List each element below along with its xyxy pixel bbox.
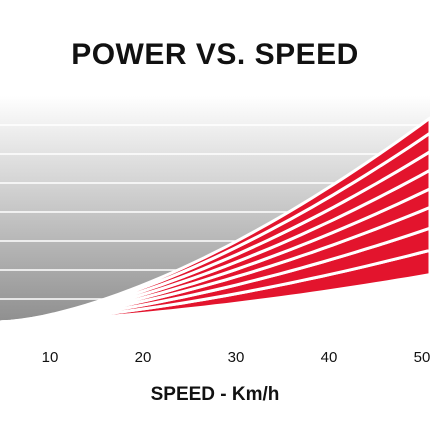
x-tick-label: 20	[135, 349, 152, 366]
power-bands	[0, 116, 430, 328]
x-axis-label: SPEED - Km/h	[150, 384, 280, 405]
x-tick-label: 10	[42, 349, 59, 366]
power-band	[0, 116, 430, 324]
x-tick-label: 50	[414, 349, 430, 366]
x-axis-ticks: 10 20 30 40 50	[42, 349, 430, 366]
x-tick-label: 30	[228, 349, 245, 366]
baseline-area	[0, 274, 430, 328]
x-tick-label: 40	[321, 349, 338, 366]
chart-title: POWER VS. SPEED	[71, 38, 359, 71]
